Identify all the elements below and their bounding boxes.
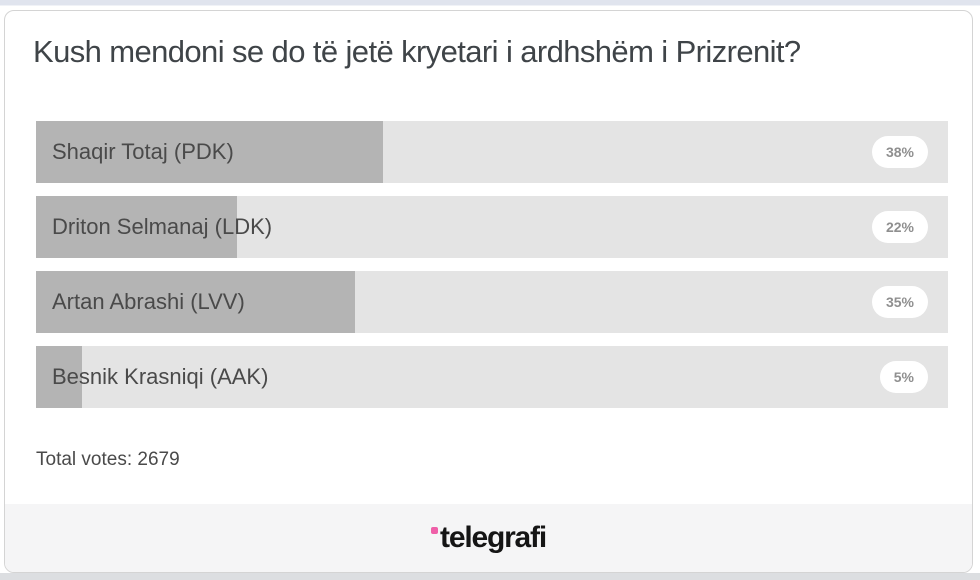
poll-option-bar-fill [36, 271, 356, 333]
poll-option-label: Shaqir Totaj (PDK) [52, 139, 234, 164]
poll-option-label: Driton Selmanaj (LDK) [52, 214, 273, 239]
poll-option-label: Artan Abrashi (LVV) [52, 289, 245, 314]
total-votes-text: Total votes: 2679 [36, 449, 180, 470]
telegrafi-logo[interactable]: telegrafi [431, 521, 547, 554]
poll-option-row[interactable]: Artan Abrashi (LVV) 35% [36, 271, 948, 333]
footer-bar: telegrafi [5, 504, 972, 572]
top-strip [0, 0, 980, 6]
bottom-strip [0, 573, 980, 580]
poll-option-percent-badge: 38% [871, 136, 928, 168]
poll-option-label: Besnik Krasniqi (AAK) [52, 364, 269, 389]
brand-logo-text: telegrafi [440, 521, 547, 554]
poll-option-row[interactable]: Driton Selmanaj (LDK) 22% [36, 196, 948, 258]
poll-option-row[interactable]: Shaqir Totaj (PDK) 38% [36, 121, 948, 183]
poll-option-percent-badge: 35% [871, 286, 928, 318]
poll-option-bar-fill [36, 196, 237, 258]
poll-card: Kush mendoni se do të jetë kryetari i ar… [4, 10, 973, 573]
brand-dot-icon [431, 527, 439, 534]
poll-option-bar-fill [36, 121, 383, 183]
poll-option-percent-badge: 22% [871, 211, 928, 243]
poll-option-percent-badge: 5% [879, 361, 928, 393]
poll-question: Kush mendoni se do të jetë kryetari i ar… [33, 34, 801, 69]
poll-option-row[interactable]: Besnik Krasniqi (AAK) 5% [36, 346, 948, 408]
poll-options-list: Shaqir Totaj (PDK) 38% Driton Selmanaj (… [36, 121, 948, 421]
poll-option-bar-fill [36, 346, 82, 408]
